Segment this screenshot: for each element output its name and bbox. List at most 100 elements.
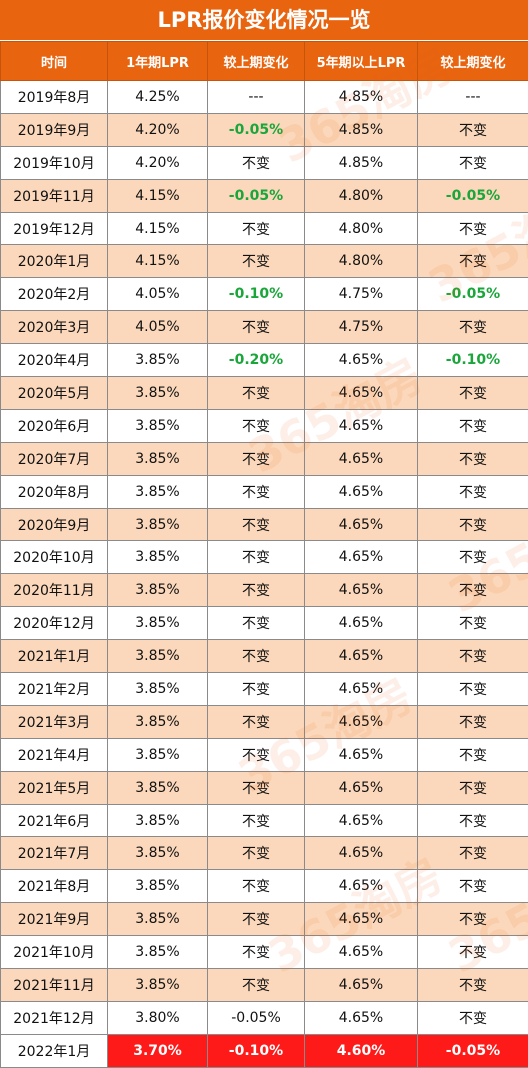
- table-row: 2020年5月 3.85% 不变 4.65% 不变: [0, 376, 528, 410]
- cell-lpr-5y: 4.65%: [304, 737, 418, 772]
- cell-change-5y: 不变: [417, 244, 528, 279]
- cell-lpr-5y: 4.80%: [304, 178, 418, 213]
- table-row: 2022年1月 3.70% -0.10% 4.60% -0.05%: [0, 1033, 528, 1068]
- table-row: 2021年12月 3.80% -0.05% 4.65% 不变: [0, 1000, 528, 1035]
- cell-lpr-5y: 4.85%: [304, 112, 418, 147]
- cell-lpr-1y: 3.85%: [107, 540, 208, 575]
- cell-lpr-1y: 3.85%: [107, 737, 208, 772]
- cell-change-1y: 不变: [207, 145, 305, 180]
- cell-lpr-5y: 4.65%: [304, 704, 418, 739]
- cell-lpr-1y: 4.15%: [107, 211, 208, 246]
- cell-lpr-5y: 4.65%: [304, 606, 418, 641]
- cell-date: 2020年4月: [0, 343, 108, 378]
- cell-change-1y: 不变: [207, 376, 305, 410]
- cell-change-5y: 不变: [417, 803, 528, 838]
- cell-change-5y: 不变: [417, 1000, 528, 1035]
- table-row: 2020年9月 3.85% 不变 4.65% 不变: [0, 507, 528, 542]
- cell-change-5y: -0.05%: [417, 277, 528, 312]
- cell-lpr-1y: 3.85%: [107, 672, 208, 706]
- table-row: 2021年4月 3.85% 不变 4.65% 不变: [0, 737, 528, 772]
- table-row: 2021年11月 3.85% 不变 4.65% 不变: [0, 968, 528, 1002]
- cell-change-5y: 不变: [417, 639, 528, 674]
- cell-date: 2020年2月: [0, 277, 108, 312]
- cell-lpr-5y: 4.65%: [304, 540, 418, 575]
- table-header-row: 时间 1年期LPR 较上期变化 5年期以上LPR 较上期变化: [0, 41, 528, 81]
- cell-date: 2021年2月: [0, 672, 108, 706]
- cell-lpr-5y: 4.65%: [304, 507, 418, 542]
- table-row: 2020年10月 3.85% 不变 4.65% 不变: [0, 540, 528, 575]
- cell-lpr-5y: 4.65%: [304, 474, 418, 509]
- table-row: 2021年1月 3.85% 不变 4.65% 不变: [0, 639, 528, 674]
- cell-lpr-5y: 4.65%: [304, 902, 418, 937]
- cell-lpr-1y: 3.85%: [107, 573, 208, 608]
- cell-lpr-1y: 4.15%: [107, 244, 208, 279]
- cell-date: 2020年3月: [0, 310, 108, 345]
- cell-change-1y: 不变: [207, 441, 305, 476]
- cell-date: 2020年1月: [0, 244, 108, 279]
- cell-lpr-5y: 4.65%: [304, 935, 418, 970]
- table-row: 2020年1月 4.15% 不变 4.80% 不变: [0, 244, 528, 279]
- cell-lpr-5y: 4.65%: [304, 408, 418, 443]
- cell-lpr-1y: 3.85%: [107, 803, 208, 838]
- header-lpr-1y: 1年期LPR: [107, 41, 208, 81]
- cell-change-1y: 不变: [207, 869, 305, 904]
- cell-lpr-1y: 4.05%: [107, 277, 208, 312]
- cell-change-5y: 不变: [417, 507, 528, 542]
- cell-lpr-5y: 4.65%: [304, 639, 418, 674]
- cell-lpr-5y: 4.65%: [304, 343, 418, 378]
- cell-change-5y: 不变: [417, 836, 528, 871]
- cell-date: 2019年12月: [0, 211, 108, 246]
- table-row: 2021年2月 3.85% 不变 4.65% 不变: [0, 672, 528, 706]
- cell-lpr-5y: 4.65%: [304, 672, 418, 706]
- cell-change-1y: 不变: [207, 244, 305, 279]
- cell-date: 2021年4月: [0, 737, 108, 772]
- cell-change-1y: 不变: [207, 211, 305, 246]
- cell-lpr-1y: 3.85%: [107, 902, 208, 937]
- cell-date: 2021年11月: [0, 968, 108, 1002]
- cell-change-1y: 不变: [207, 573, 305, 608]
- cell-change-1y: 不变: [207, 836, 305, 871]
- cell-change-5y: 不变: [417, 672, 528, 706]
- cell-date: 2019年10月: [0, 145, 108, 180]
- table-row: 2021年6月 3.85% 不变 4.65% 不变: [0, 803, 528, 838]
- cell-lpr-5y: 4.65%: [304, 573, 418, 608]
- header-change-1y: 较上期变化: [207, 41, 305, 81]
- cell-change-1y: -0.10%: [207, 1033, 305, 1068]
- cell-change-1y: 不变: [207, 704, 305, 739]
- cell-change-5y: 不变: [417, 408, 528, 443]
- cell-lpr-1y: 3.85%: [107, 639, 208, 674]
- cell-lpr-1y: 3.85%: [107, 343, 208, 378]
- table-row: 2021年9月 3.85% 不变 4.65% 不变: [0, 902, 528, 937]
- cell-lpr-5y: 4.65%: [304, 1000, 418, 1035]
- cell-change-1y: ---: [207, 80, 305, 114]
- cell-lpr-5y: 4.85%: [304, 80, 418, 114]
- cell-date: 2021年10月: [0, 935, 108, 970]
- cell-date: 2021年6月: [0, 803, 108, 838]
- table-row: 2020年6月 3.85% 不变 4.65% 不变: [0, 408, 528, 443]
- cell-change-1y: 不变: [207, 408, 305, 443]
- cell-lpr-1y: 3.85%: [107, 376, 208, 410]
- table-row: 2021年10月 3.85% 不变 4.65% 不变: [0, 935, 528, 970]
- cell-lpr-5y: 4.80%: [304, 211, 418, 246]
- cell-lpr-1y: 3.80%: [107, 1000, 208, 1035]
- cell-change-1y: 不变: [207, 770, 305, 805]
- cell-change-5y: 不变: [417, 704, 528, 739]
- cell-lpr-5y: 4.65%: [304, 869, 418, 904]
- page-title: LPR报价变化情况一览: [0, 0, 528, 41]
- cell-change-5y: 不变: [417, 606, 528, 641]
- table-row: 2020年7月 3.85% 不变 4.65% 不变: [0, 441, 528, 476]
- cell-lpr-1y: 3.85%: [107, 836, 208, 871]
- cell-change-5y: 不变: [417, 474, 528, 509]
- cell-lpr-5y: 4.65%: [304, 770, 418, 805]
- header-change-5y: 较上期变化: [417, 41, 528, 81]
- cell-change-1y: 不变: [207, 935, 305, 970]
- cell-date: 2019年8月: [0, 80, 108, 114]
- cell-change-5y: -0.10%: [417, 343, 528, 378]
- cell-lpr-5y: 4.85%: [304, 145, 418, 180]
- table-body: 2019年8月 4.25% --- 4.85% --- 2019年9月 4.20% -0.05…: [0, 80, 528, 1068]
- cell-lpr-5y: 4.80%: [304, 244, 418, 279]
- cell-lpr-1y: 3.85%: [107, 606, 208, 641]
- table-row: 2019年9月 4.20% -0.05% 4.85% 不变: [0, 112, 528, 147]
- cell-lpr-5y: 4.65%: [304, 836, 418, 871]
